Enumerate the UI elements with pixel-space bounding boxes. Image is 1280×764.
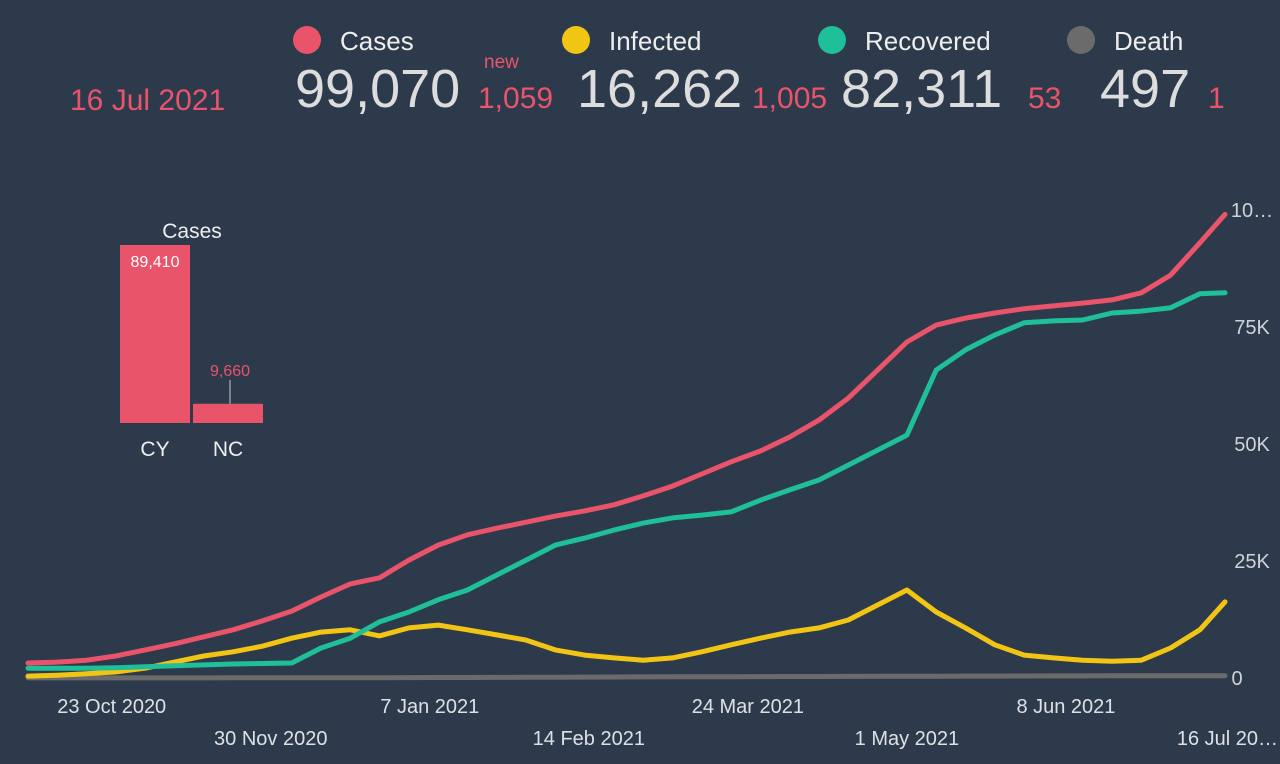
x-tick-label: 14 Feb 2021 xyxy=(533,728,645,750)
legend-dot xyxy=(562,26,590,54)
new-value: 1,059 xyxy=(478,82,553,115)
y-tick-label: 25K xyxy=(1234,551,1270,573)
x-tick-label: 16 Jul 20… xyxy=(1177,728,1278,750)
legend-label: Cases xyxy=(340,26,414,56)
y-tick-label: 75K xyxy=(1234,317,1270,339)
new-label: new xyxy=(484,52,519,73)
series-line xyxy=(25,211,1228,666)
total-value: 497 xyxy=(1100,59,1190,119)
total-value: 99,070 xyxy=(295,59,460,119)
y-tick-label: 0 xyxy=(1231,668,1242,690)
x-tick-label: 23 Oct 2020 xyxy=(57,696,166,718)
total-value: 16,262 xyxy=(577,59,742,119)
bar-value: 9,660 xyxy=(210,363,250,380)
date: 16 Jul 2021 xyxy=(70,84,225,117)
y-tick-label: 50K xyxy=(1234,434,1270,456)
legend-label: Death xyxy=(1114,26,1183,56)
legend-dot xyxy=(293,26,321,54)
bar xyxy=(193,403,263,423)
x-tick-label: 8 Jun 2021 xyxy=(1016,696,1115,718)
new-value: 53 xyxy=(1028,82,1061,115)
series-line xyxy=(25,673,1228,681)
legend-dot xyxy=(818,26,846,54)
bar-value: 89,410 xyxy=(131,254,180,271)
series-line xyxy=(25,290,1228,671)
new-value: 1,005 xyxy=(752,82,827,115)
bar-title: Cases xyxy=(162,220,222,243)
y-tick-label: 10… xyxy=(1231,200,1273,222)
x-tick-label: 1 May 2021 xyxy=(855,728,960,750)
bar-category: CY xyxy=(140,438,169,461)
new-value: 1 xyxy=(1208,82,1225,115)
bar-category: NC xyxy=(213,438,243,461)
x-tick-label: 7 Jan 2021 xyxy=(380,696,479,718)
x-tick-label: 30 Nov 2020 xyxy=(214,728,327,750)
total-value: 82,311 xyxy=(841,59,1002,119)
series-line xyxy=(25,587,1228,679)
legend-label: Recovered xyxy=(865,26,991,56)
x-tick-label: 24 Mar 2021 xyxy=(692,696,804,718)
legend-label: Infected xyxy=(609,26,702,56)
bar xyxy=(120,245,190,423)
legend-dot xyxy=(1067,26,1095,54)
